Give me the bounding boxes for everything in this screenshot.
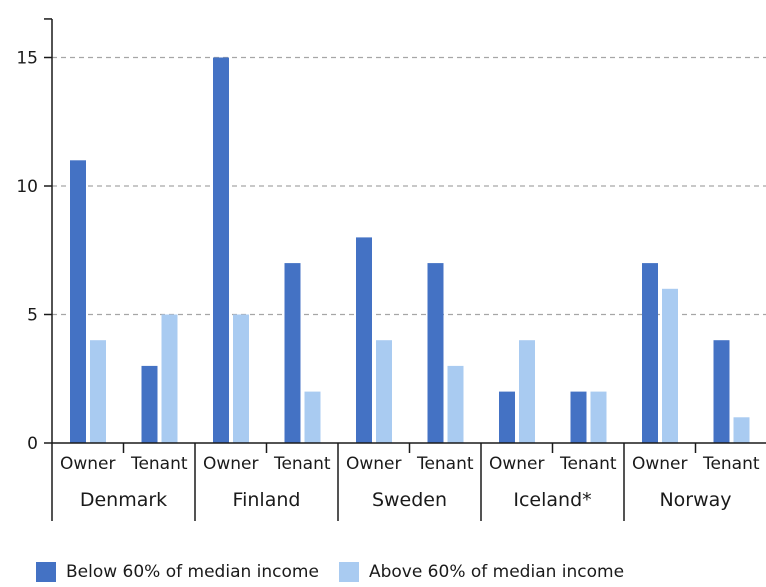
bar-below xyxy=(356,237,372,443)
bar-below xyxy=(713,340,730,443)
x-group-label: Norway xyxy=(659,489,731,511)
legend-label-above: Above 60% of median income xyxy=(368,562,625,582)
bar-below xyxy=(642,263,658,443)
x-subcategory-label: Tenant xyxy=(559,454,617,474)
x-subcategory-label: Owner xyxy=(632,454,688,474)
bar-chart: 0 5 10 15 Owner Tenant Denmark Owner Tenant Finla… xyxy=(16,18,766,521)
x-subcategory-label: Tenant xyxy=(130,454,188,474)
legend-swatch-above xyxy=(338,562,359,582)
axes xyxy=(44,18,766,521)
x-subcategory-label: Owner xyxy=(489,454,545,474)
bar-below xyxy=(427,263,444,443)
bars xyxy=(70,57,750,444)
bar-above xyxy=(519,340,535,443)
bar-below xyxy=(70,160,86,444)
bar-above xyxy=(376,340,392,443)
bar-below xyxy=(499,391,515,443)
tick-labels: 0 5 10 15 Owner Tenant Denmark Owner Tenant Finla… xyxy=(16,49,760,512)
bar-below xyxy=(141,365,158,443)
gridlines xyxy=(52,56,766,316)
bar-above xyxy=(90,340,106,443)
bar-below xyxy=(570,391,587,443)
legend-swatch-below xyxy=(36,562,56,582)
y-tick-label: 0 xyxy=(27,434,38,454)
bar-above xyxy=(733,417,750,443)
bar-below xyxy=(213,57,229,443)
x-group-label: Sweden xyxy=(372,489,447,511)
x-subcategory-label: Owner xyxy=(60,454,116,474)
y-tick-label: 10 xyxy=(16,177,38,197)
bar-above xyxy=(161,314,178,443)
legend-item-below: Below 60% of median income xyxy=(36,562,319,582)
x-subcategory-label: Owner xyxy=(346,454,402,474)
y-tick-label: 15 xyxy=(16,49,38,69)
x-group-label: Denmark xyxy=(80,489,167,511)
legend-item-above: Above 60% of median income xyxy=(338,562,625,582)
x-group-label: Iceland* xyxy=(513,489,591,511)
bar-above xyxy=(233,314,249,443)
bar-above xyxy=(304,391,321,443)
x-subcategory-label: Tenant xyxy=(702,454,760,474)
x-subcategory-label: Tenant xyxy=(416,454,474,474)
bar-above xyxy=(590,391,607,443)
legend: Below 60% of median income Above 60% of … xyxy=(36,562,644,582)
x-subcategory-label: Owner xyxy=(203,454,259,474)
x-group-label: Finland xyxy=(233,489,301,511)
y-tick-label: 5 xyxy=(27,306,38,326)
legend-label-below: Below 60% of median income xyxy=(66,562,319,582)
x-subcategory-label: Tenant xyxy=(273,454,331,474)
bar-above xyxy=(447,365,464,443)
bar-above xyxy=(662,288,678,443)
bar-below xyxy=(284,263,301,443)
